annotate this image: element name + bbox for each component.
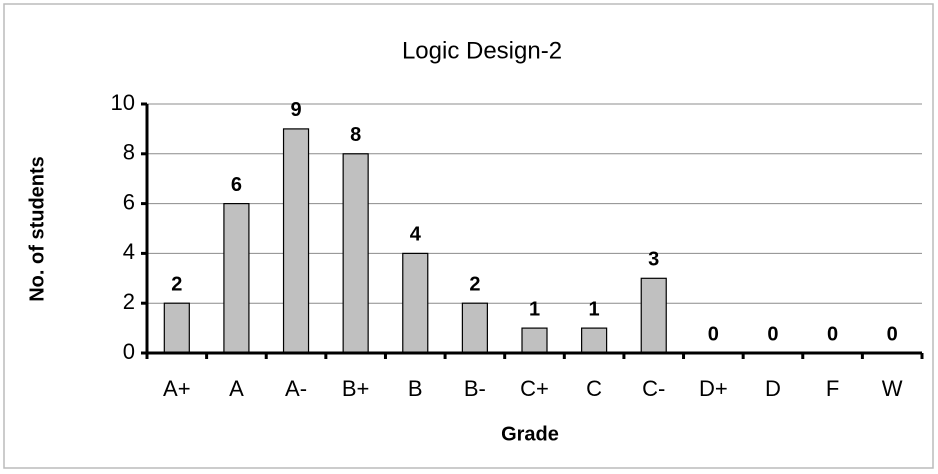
data-label: 0	[887, 323, 898, 345]
bar	[402, 252, 429, 354]
y-tick-label: 6	[123, 189, 135, 214]
x-tick-label: F	[826, 376, 839, 401]
x-axis-label: Grade	[501, 423, 559, 445]
data-label: 0	[827, 323, 838, 345]
data-label: 2	[469, 273, 480, 295]
bar	[461, 302, 488, 354]
data-label: 6	[231, 174, 242, 196]
bar	[342, 153, 369, 354]
y-tick-label: 2	[123, 289, 135, 314]
x-tick-label: B	[408, 376, 423, 401]
bar	[282, 128, 310, 354]
y-tick-label: 0	[123, 339, 135, 364]
x-tick-label: W	[882, 376, 903, 401]
x-tick-label: C-	[642, 376, 665, 401]
bar	[223, 203, 250, 354]
data-label: 8	[350, 124, 361, 146]
x-tick-label: D+	[699, 376, 728, 401]
bar	[581, 327, 608, 354]
bar	[163, 302, 190, 354]
y-axis-label: No. of students	[26, 156, 48, 302]
x-tick-label: C+	[520, 376, 549, 401]
data-label: 1	[529, 298, 540, 320]
x-tick-label: A	[229, 376, 244, 401]
data-label: 4	[410, 224, 422, 246]
data-label: 2	[171, 273, 182, 295]
data-label: 1	[589, 298, 600, 320]
x-tick-label: C	[586, 376, 602, 401]
data-label: 3	[648, 249, 659, 271]
y-tick-label: 8	[123, 140, 135, 165]
x-tick-label: A-	[285, 376, 307, 401]
chart-title: Logic Design-2	[402, 37, 562, 64]
x-tick-label: D	[765, 376, 781, 401]
data-label: 0	[708, 323, 719, 345]
data-label: 0	[767, 323, 778, 345]
bar	[640, 277, 667, 354]
y-tick-label: 4	[123, 239, 135, 264]
y-tick-label: 10	[111, 90, 135, 115]
x-tick-label: B-	[464, 376, 486, 401]
x-tick-label: A+	[163, 376, 191, 401]
x-tick-label: B+	[342, 376, 370, 401]
bar	[521, 327, 548, 354]
chart-border	[3, 3, 934, 469]
data-label: 9	[290, 99, 301, 121]
